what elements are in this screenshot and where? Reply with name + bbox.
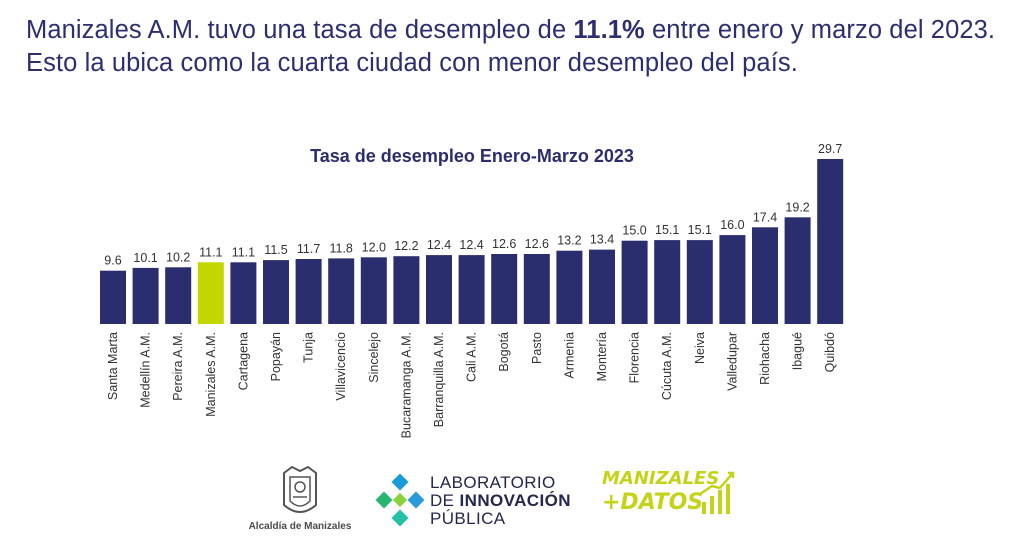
category-label: Tunja bbox=[302, 332, 316, 363]
bar bbox=[263, 260, 289, 324]
category-label: Montería bbox=[595, 332, 609, 381]
bar-value-label: 16.0 bbox=[720, 218, 744, 232]
bar bbox=[752, 227, 778, 324]
bar-value-label: 15.1 bbox=[655, 223, 679, 237]
lab-line-2b: INNOVACIÓN bbox=[459, 491, 571, 510]
bar-value-label: 11.5 bbox=[264, 243, 287, 257]
bar bbox=[784, 217, 811, 324]
lab-line-1: LABORATORIO bbox=[430, 473, 556, 492]
category-label: Armenia bbox=[562, 332, 576, 379]
bar-value-label: 12.2 bbox=[394, 239, 418, 253]
bar bbox=[393, 256, 420, 324]
bar bbox=[654, 240, 681, 324]
category-label: Pereira A.M. bbox=[171, 332, 185, 401]
bar-value-label: 19.2 bbox=[785, 200, 809, 214]
bar bbox=[197, 262, 224, 324]
category-label: Bucaramanga A.M. bbox=[399, 332, 413, 438]
category-label: Medellín A.M. bbox=[139, 332, 153, 408]
category-label: Florencia bbox=[628, 332, 642, 383]
category-label: Villavicencio bbox=[334, 332, 348, 401]
headline: Manizales A.M. tuvo una tasa de desemple… bbox=[26, 14, 1011, 80]
bar bbox=[491, 254, 518, 324]
category-label: Cartagena bbox=[236, 332, 250, 390]
headline-highlight: 11.1% bbox=[573, 16, 645, 44]
category-label: Riohacha bbox=[758, 332, 772, 385]
bar-value-label: 12.6 bbox=[525, 237, 549, 251]
alcaldia-logo: Alcaldía de Manizales bbox=[240, 465, 360, 540]
bars-group: 9.6 Santa Marta 10.1 Medellín A.M. 10.2 Perei… bbox=[100, 142, 844, 438]
bar-value-label: 12.4 bbox=[459, 238, 483, 252]
bar-value-label: 12.6 bbox=[492, 237, 516, 251]
bar-value-label: 9.6 bbox=[104, 254, 121, 268]
category-label: Popayán bbox=[269, 332, 283, 381]
datos-line-1: MANIZALES bbox=[602, 468, 720, 489]
category-label: Cali A.M. bbox=[465, 332, 479, 382]
chart-title: Tasa de desempleo Enero-Marzo 2023 bbox=[310, 146, 634, 166]
lab-line-2a: DE bbox=[430, 491, 460, 510]
bar-value-label: 13.4 bbox=[590, 233, 614, 247]
category-label: Cúcuta A.M. bbox=[660, 332, 674, 400]
manizales-datos-logo: MANIZALES +DATOS bbox=[600, 468, 740, 528]
growth-bars-icon bbox=[699, 471, 735, 514]
bar bbox=[458, 255, 485, 324]
bar-value-label: 12.4 bbox=[427, 238, 451, 252]
bar-value-label: 11.7 bbox=[297, 242, 320, 256]
alcaldia-caption: Alcaldía de Manizales bbox=[248, 521, 352, 532]
bar-value-label: 29.7 bbox=[818, 142, 842, 156]
datos-line-2: +DATOS bbox=[602, 490, 704, 515]
category-label: Bogotá bbox=[497, 332, 511, 372]
bar-value-label: 11.1 bbox=[199, 245, 222, 259]
bar bbox=[817, 159, 844, 324]
bar bbox=[589, 249, 615, 324]
bar bbox=[100, 270, 126, 324]
bar bbox=[165, 267, 192, 324]
bar-chart: Tasa de desempleo Enero-Marzo 2023 9.6 Sa… bbox=[100, 142, 844, 438]
bar-value-label: 11.8 bbox=[329, 241, 352, 255]
bar bbox=[719, 235, 746, 324]
bar bbox=[426, 255, 452, 324]
category-label: Santa Marta bbox=[106, 332, 120, 400]
category-label: Sincelejo bbox=[367, 332, 381, 383]
bar-value-label: 10.1 bbox=[133, 251, 157, 265]
bar-value-label: 12.0 bbox=[362, 240, 386, 254]
bar bbox=[132, 267, 159, 324]
bar-value-label: 15.0 bbox=[622, 224, 646, 238]
lab-line-3: PÚBLICA bbox=[430, 509, 506, 528]
category-label: Quibdó bbox=[823, 332, 837, 372]
bar bbox=[230, 262, 257, 324]
bar-value-label: 11.1 bbox=[232, 245, 255, 259]
headline-text-2: entre enero y marzo del 2023. Esto la ub… bbox=[26, 16, 996, 77]
bar-value-label: 13.2 bbox=[557, 234, 581, 248]
bar bbox=[295, 259, 322, 324]
bar-value-label: 17.4 bbox=[753, 210, 777, 224]
headline-text-1: Manizales A.M. tuvo una tasa de desemple… bbox=[26, 16, 574, 44]
bar bbox=[621, 240, 648, 324]
category-label: Barranquilla A.M. bbox=[432, 332, 446, 427]
bar bbox=[686, 240, 713, 324]
bar bbox=[328, 258, 355, 324]
bar bbox=[523, 254, 550, 324]
category-label: Manizales A.M. bbox=[204, 332, 218, 417]
coat-of-arms-icon bbox=[283, 465, 317, 513]
bar bbox=[360, 257, 387, 324]
bar-value-label: 10.2 bbox=[166, 250, 190, 264]
bar bbox=[556, 250, 583, 324]
category-label: Ibagué bbox=[791, 332, 805, 370]
lab-cross-icon bbox=[376, 474, 424, 526]
laboratorio-logo: LABORATORIO DE INNOVACIÓN PÚBLICA bbox=[376, 472, 576, 532]
category-label: Neiva bbox=[693, 332, 707, 364]
category-label: Valledupar bbox=[725, 332, 739, 391]
bar-value-label: 15.1 bbox=[688, 223, 712, 237]
category-label: Pasto bbox=[530, 332, 544, 364]
